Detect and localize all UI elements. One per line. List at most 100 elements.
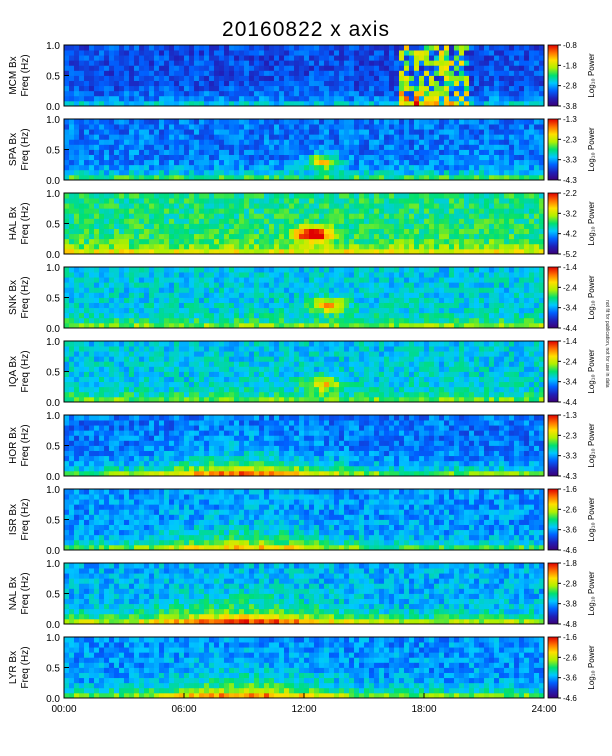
- spectrogram-cell: [359, 297, 365, 303]
- spectrogram-cell: [199, 154, 205, 161]
- spectrogram-cell: [464, 50, 470, 56]
- spectrogram-cell: [329, 203, 335, 209]
- spectrogram-cell: [119, 307, 125, 314]
- spectrogram-cell: [229, 193, 235, 199]
- spectrogram-cell: [204, 243, 210, 250]
- spectrogram-cell: [279, 228, 285, 235]
- spectrogram-cell: [314, 65, 320, 71]
- spectrogram-cell: [464, 267, 470, 273]
- spectrogram-cell: [474, 124, 480, 130]
- spectrogram-cell: [209, 322, 215, 329]
- spectrogram-cell: [279, 55, 285, 61]
- spectrogram-cell: [174, 238, 180, 245]
- spectrogram-cell: [449, 238, 455, 245]
- spectrogram-cell: [414, 139, 420, 145]
- spectrogram-cell: [179, 213, 185, 219]
- spectrogram-cell: [354, 75, 360, 81]
- spectrogram-cell: [364, 75, 370, 81]
- spectrogram-cell: [244, 174, 250, 181]
- spectrogram-cell: [194, 174, 200, 181]
- spectrogram-cell: [354, 272, 360, 278]
- spectrogram-cell: [404, 322, 410, 329]
- spectrogram-cell: [294, 277, 300, 283]
- spectrogram-cell: [519, 95, 525, 102]
- spectrogram-cell: [299, 119, 305, 125]
- spectrogram-cell: [434, 65, 440, 71]
- spectrogram-cell: [244, 198, 250, 204]
- spectrogram-cell: [89, 50, 95, 56]
- spectrogram-cell: [534, 302, 540, 309]
- spectrogram-cell: [474, 70, 480, 76]
- spectrogram-cell: [134, 223, 140, 229]
- spectrogram-cell: [499, 80, 505, 87]
- spectrogram-cell: [409, 65, 415, 71]
- spectrogram-cell: [374, 85, 380, 92]
- spectrogram-cell: [154, 169, 160, 176]
- spectrogram-cell: [134, 70, 140, 76]
- spectrogram-cell: [539, 139, 545, 145]
- spectrogram-cell: [499, 139, 505, 145]
- spectrogram-cell: [419, 267, 425, 273]
- spectrogram-cell: [129, 159, 135, 166]
- spectrogram-cell: [514, 144, 520, 150]
- spectrogram-cell: [179, 134, 185, 140]
- spectrogram-cell: [269, 100, 275, 107]
- spectrogram-cell: [109, 307, 115, 314]
- spectrogram-cell: [214, 287, 220, 293]
- spectrogram-cell: [324, 243, 330, 250]
- spectrogram-cell: [169, 277, 175, 283]
- spectrogram-cell: [69, 307, 75, 314]
- spectrogram-cell: [289, 129, 295, 135]
- spectrogram-cell: [134, 267, 140, 273]
- spectrogram-cell: [314, 272, 320, 278]
- spectrogram-cell: [424, 100, 430, 107]
- spectrogram-cell: [274, 233, 280, 240]
- spectrogram-cell: [174, 356, 180, 362]
- spectrogram-cell: [379, 85, 385, 92]
- spectrogram-cell: [114, 366, 120, 372]
- spectrogram-cell: [234, 95, 240, 102]
- spectrogram-cell: [89, 317, 95, 324]
- spectrogram-cell: [134, 248, 140, 255]
- spectrogram-cell: [539, 297, 545, 303]
- spectrogram-cell: [489, 90, 495, 97]
- spectrogram-cell: [184, 356, 190, 362]
- spectrogram-cell: [254, 95, 260, 102]
- spectrogram-cell: [269, 154, 275, 161]
- spectrogram-cell: [84, 292, 90, 298]
- spectrogram-cell: [389, 90, 395, 97]
- spectrogram-cell: [129, 193, 135, 199]
- spectrogram-cell: [179, 208, 185, 214]
- spectrogram-cell: [144, 223, 150, 229]
- spectrogram-cell: [494, 287, 500, 293]
- spectrogram-cell: [149, 248, 155, 255]
- spectrogram-cell: [264, 75, 270, 81]
- spectrogram-cell: [464, 312, 470, 319]
- spectrogram-cell: [539, 169, 545, 176]
- spectrogram-cell: [494, 80, 500, 87]
- spectrogram-cell: [174, 85, 180, 92]
- spectrogram-cell: [539, 208, 545, 214]
- spectrogram-cell: [374, 149, 380, 155]
- spectrogram-cell: [214, 297, 220, 303]
- spectrogram-cell: [494, 100, 500, 107]
- spectrogram-cell: [464, 198, 470, 204]
- spectrogram-cell: [369, 119, 375, 125]
- spectrogram-cell: [374, 272, 380, 278]
- spectrogram-cell: [104, 248, 110, 255]
- spectrogram-cell: [339, 218, 345, 224]
- spectrogram-cell: [334, 213, 340, 219]
- spectrogram-cell: [179, 193, 185, 199]
- spectrogram-cell: [479, 80, 485, 87]
- spectrogram-cell: [159, 228, 165, 235]
- spectrogram-cell: [424, 193, 430, 199]
- spectrogram-cell: [264, 45, 270, 51]
- spectrogram-cell: [374, 164, 380, 171]
- spectrogram-cell: [269, 282, 275, 288]
- spectrogram-cell: [89, 341, 95, 347]
- spectrogram-cell: [364, 243, 370, 250]
- spectrogram-cell: [74, 208, 80, 214]
- spectrogram-cell: [484, 317, 490, 324]
- spectrogram-cell: [514, 317, 520, 324]
- spectrogram-cell: [329, 297, 335, 303]
